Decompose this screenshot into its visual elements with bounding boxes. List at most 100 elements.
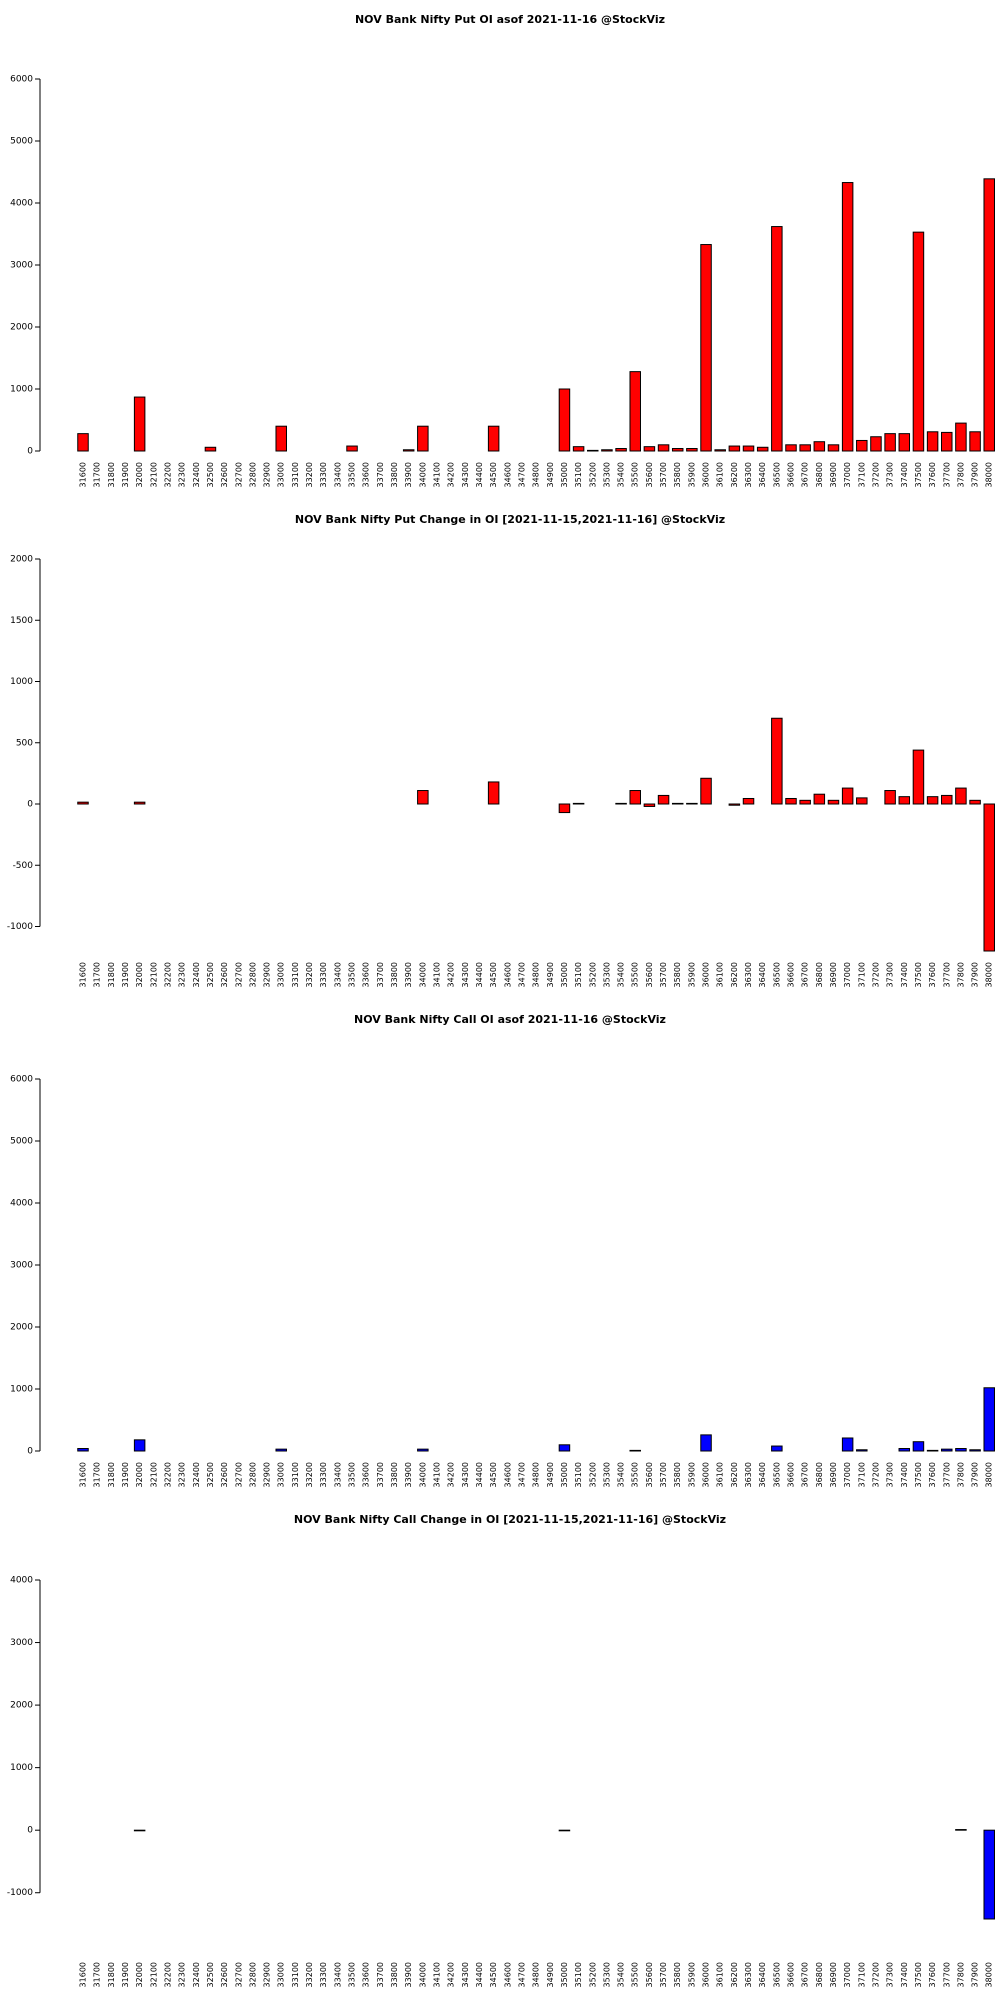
y-tick-label: 4000 xyxy=(10,199,33,209)
bar xyxy=(827,799,840,805)
x-tick-label: 36600 xyxy=(787,1462,796,1487)
x-tick-label: 33200 xyxy=(305,462,314,487)
x-tick-label: 34300 xyxy=(461,1462,470,1487)
x-tick-label: 32300 xyxy=(178,962,187,987)
bar xyxy=(671,448,684,452)
bar xyxy=(487,425,500,452)
bar xyxy=(870,436,882,452)
x-tick-label: 36300 xyxy=(744,1962,753,1987)
x-tick-label: 35700 xyxy=(659,1962,668,1987)
x-tick-label: 36200 xyxy=(730,1962,739,1987)
x-tick-label: 35600 xyxy=(645,1462,654,1487)
x-tick-label: 36500 xyxy=(772,1962,781,1987)
x-tick-label: 35800 xyxy=(673,1962,682,1987)
x-tick-label: 32400 xyxy=(192,1462,201,1487)
x-tick-label: 32300 xyxy=(178,1462,187,1487)
x-tick-label: 35000 xyxy=(560,1962,569,1987)
x-tick-label: 34200 xyxy=(447,1962,456,1987)
x-tick-label: 37100 xyxy=(857,462,866,487)
x-tick-label: 32400 xyxy=(192,462,201,487)
x-tick-label: 37000 xyxy=(843,1462,852,1487)
x-tick-label: 32900 xyxy=(263,1462,272,1487)
x-tick-label: 31800 xyxy=(107,1462,116,1487)
bar xyxy=(926,431,939,452)
y-tick-label: -1000 xyxy=(7,922,33,932)
bar xyxy=(558,388,571,452)
x-tick-label: 33200 xyxy=(305,1462,314,1487)
x-tick-label: 38000 xyxy=(985,1962,994,1987)
x-tick-label: 37700 xyxy=(942,1462,951,1487)
x-tick-label: 34800 xyxy=(532,462,541,487)
x-tick-label: 37400 xyxy=(900,1962,909,1987)
x-tick-label: 32400 xyxy=(192,962,201,987)
bar xyxy=(926,1449,939,1452)
x-tick-label: 31600 xyxy=(79,1962,88,1987)
x-tick-label: 34500 xyxy=(489,1962,498,1987)
x-tick-label: 33700 xyxy=(376,962,385,987)
x-tick-label: 32600 xyxy=(220,1962,229,1987)
bar xyxy=(856,797,868,805)
bar xyxy=(671,802,684,805)
x-tick-label: 34800 xyxy=(532,1462,541,1487)
x-tick-label: 35100 xyxy=(574,1462,583,1487)
bar xyxy=(558,803,571,814)
x-tick-label: 35400 xyxy=(617,462,626,487)
x-tick-label: 37500 xyxy=(914,462,923,487)
x-tick-label: 34000 xyxy=(418,962,427,987)
x-tick-label: 35200 xyxy=(588,462,597,487)
x-tick-label: 33800 xyxy=(390,462,399,487)
x-tick-label: 37000 xyxy=(843,462,852,487)
bar xyxy=(742,797,755,805)
x-tick-label: 32200 xyxy=(163,1462,172,1487)
x-tick-label: 36300 xyxy=(744,1462,753,1487)
x-tick-label: 32000 xyxy=(135,462,144,487)
bar xyxy=(856,1449,868,1452)
x-tick-label: 36800 xyxy=(815,1962,824,1987)
y-tick-label: 0 xyxy=(27,1826,33,1836)
x-tick-label: 36700 xyxy=(801,462,810,487)
x-tick-label: 32800 xyxy=(248,462,257,487)
x-tick-label: 32100 xyxy=(149,462,158,487)
x-tick-label: 31700 xyxy=(93,962,102,987)
x-tick-label: 35900 xyxy=(687,462,696,487)
x-tick-label: 33700 xyxy=(376,462,385,487)
bar xyxy=(983,1829,995,1920)
chart-title: NOV Bank Nifty Call Change in OI [2021-1… xyxy=(294,1513,726,1526)
x-tick-label: 32100 xyxy=(149,1462,158,1487)
x-tick-label: 34200 xyxy=(447,462,456,487)
x-tick-label: 34200 xyxy=(447,1462,456,1487)
bar xyxy=(587,449,599,452)
x-tick-label: 34700 xyxy=(517,962,526,987)
bar xyxy=(983,1387,995,1452)
bar xyxy=(629,1449,641,1452)
x-tick-label: 37500 xyxy=(914,1462,923,1487)
y-tick-label: 3000 xyxy=(10,1638,33,1648)
x-tick-label: 32000 xyxy=(135,1962,144,1987)
x-tick-label: 32100 xyxy=(149,1962,158,1987)
x-tick-label: 37100 xyxy=(857,1462,866,1487)
x-tick-label: 38000 xyxy=(985,962,994,987)
x-tick-label: 32200 xyxy=(163,1962,172,1987)
x-tick-label: 33800 xyxy=(390,1962,399,1987)
x-tick-label: 32600 xyxy=(220,1462,229,1487)
x-tick-label: 34500 xyxy=(489,462,498,487)
x-tick-label: 35600 xyxy=(645,1962,654,1987)
x-tick-label: 34600 xyxy=(503,1962,512,1987)
x-tick-label: 35100 xyxy=(574,462,583,487)
bar xyxy=(983,803,995,952)
bar xyxy=(728,445,741,452)
x-tick-label: 32700 xyxy=(234,1962,243,1987)
x-tick-label: 32700 xyxy=(234,1462,243,1487)
x-tick-label: 33600 xyxy=(362,462,371,487)
x-tick-label: 34000 xyxy=(418,1462,427,1487)
bar xyxy=(417,1448,429,1452)
x-tick-label: 35300 xyxy=(602,1462,611,1487)
x-tick-label: 34600 xyxy=(503,1462,512,1487)
x-tick-label: 37800 xyxy=(956,1462,965,1487)
bar xyxy=(799,799,811,805)
x-tick-label: 36100 xyxy=(716,962,725,987)
x-tick-label: 34000 xyxy=(418,1962,427,1987)
x-tick-label: 37900 xyxy=(971,1962,980,1987)
x-tick-label: 32200 xyxy=(163,962,172,987)
x-tick-label: 31600 xyxy=(79,1462,88,1487)
